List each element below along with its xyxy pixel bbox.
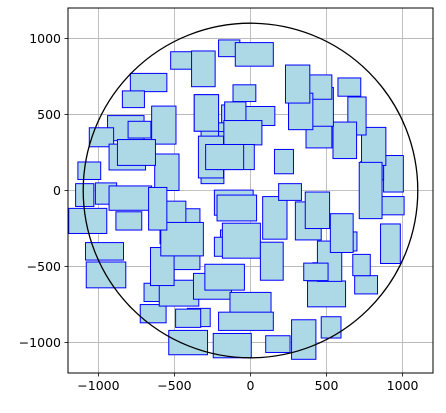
rectangle <box>358 161 383 220</box>
rectangle <box>151 105 177 145</box>
rectangle <box>127 120 152 139</box>
rectangle <box>204 263 245 291</box>
rectangle <box>154 153 180 191</box>
y-axis-ticks: −1000 −500 0 500 1000 <box>19 31 68 350</box>
rectangle <box>224 101 247 122</box>
rectangle <box>278 183 302 201</box>
boundary-circle <box>82 22 419 359</box>
y-tick-label: 500 <box>37 107 61 122</box>
rectangle <box>320 316 342 339</box>
rectangle <box>193 94 220 132</box>
rectangle <box>352 253 371 277</box>
rectangle <box>205 143 245 171</box>
rectangle <box>108 185 153 211</box>
rectangle <box>170 51 194 70</box>
rectangle <box>84 242 125 261</box>
rectangle <box>291 319 317 360</box>
rectangle <box>148 186 168 231</box>
rectangle <box>337 77 362 97</box>
rectangle <box>354 275 378 295</box>
rectangle <box>332 121 358 160</box>
rectangle <box>232 84 257 103</box>
x-tick-label: 0 <box>247 378 255 393</box>
y-tick-label: 0 <box>53 183 61 198</box>
rectangle <box>304 191 331 230</box>
rectangle <box>307 280 347 308</box>
rectangle <box>175 308 202 328</box>
rectangles <box>68 39 405 360</box>
rectangle <box>75 183 95 207</box>
rectangle <box>284 64 311 104</box>
rectangle <box>380 223 401 264</box>
rectangle <box>273 148 294 175</box>
rectangle <box>383 155 404 193</box>
rectangle <box>262 196 288 240</box>
rectangle <box>116 139 156 166</box>
x-tick-label: −1000 <box>77 378 119 393</box>
rectangle <box>88 127 115 148</box>
rectangle <box>115 211 143 231</box>
rectangle <box>329 213 354 253</box>
rectangle <box>121 90 145 109</box>
rectangle <box>379 196 405 216</box>
rectangle <box>221 222 261 259</box>
x-tick-label: −500 <box>157 378 191 393</box>
rectangle <box>303 262 329 282</box>
rectangle <box>223 120 263 146</box>
rectangle <box>129 72 168 93</box>
y-tick-label: 1000 <box>29 31 61 46</box>
rectangle <box>77 161 102 180</box>
y-tick-label: −1000 <box>19 335 61 350</box>
rectangle <box>265 335 291 353</box>
rectangle <box>259 241 284 281</box>
rectangle <box>218 311 274 331</box>
rectangle <box>139 304 167 324</box>
x-axis-ticks: −1000 −500 0 500 1000 <box>77 373 419 393</box>
x-tick-label: 1000 <box>387 378 419 393</box>
rectangle <box>160 221 204 257</box>
x-tick-label: 500 <box>315 378 339 393</box>
rectangle <box>216 194 258 222</box>
rectangle <box>212 332 252 359</box>
rectangle <box>234 42 274 67</box>
y-tick-label: −500 <box>27 259 61 274</box>
rectangle <box>191 50 216 88</box>
